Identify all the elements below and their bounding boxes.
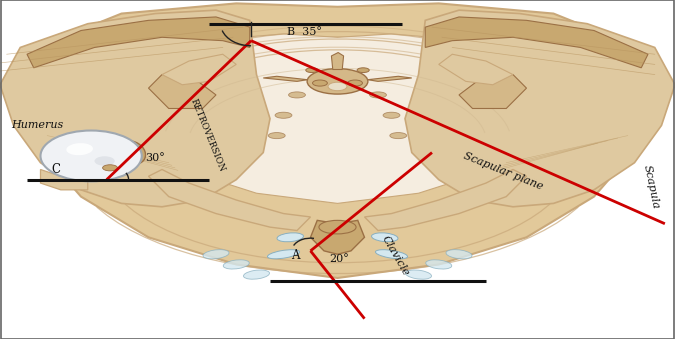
- Ellipse shape: [426, 260, 452, 269]
- Ellipse shape: [371, 233, 398, 242]
- Ellipse shape: [390, 133, 406, 139]
- Ellipse shape: [289, 92, 305, 98]
- Text: C: C: [51, 163, 61, 176]
- Polygon shape: [162, 54, 236, 85]
- Polygon shape: [331, 53, 344, 69]
- Polygon shape: [310, 220, 364, 254]
- Text: Scapular plane: Scapular plane: [462, 151, 544, 192]
- Polygon shape: [148, 170, 310, 231]
- Text: B  35°: B 35°: [287, 27, 322, 37]
- Polygon shape: [439, 54, 513, 85]
- Ellipse shape: [268, 133, 285, 139]
- Ellipse shape: [306, 68, 318, 73]
- Polygon shape: [459, 75, 526, 108]
- Polygon shape: [27, 3, 648, 278]
- Circle shape: [40, 131, 142, 181]
- Ellipse shape: [328, 82, 347, 91]
- Text: Clavicle: Clavicle: [379, 234, 410, 278]
- Ellipse shape: [267, 250, 300, 259]
- Polygon shape: [263, 76, 307, 81]
- Ellipse shape: [223, 260, 249, 269]
- Text: A: A: [292, 250, 300, 262]
- Ellipse shape: [244, 270, 269, 279]
- Ellipse shape: [313, 80, 327, 86]
- Polygon shape: [425, 17, 648, 68]
- Ellipse shape: [319, 220, 356, 234]
- Text: 20°: 20°: [329, 254, 349, 264]
- Text: RETROVERSION: RETROVERSION: [189, 98, 227, 174]
- Ellipse shape: [370, 92, 386, 98]
- Ellipse shape: [277, 233, 304, 242]
- Polygon shape: [364, 170, 526, 231]
- Ellipse shape: [375, 250, 408, 259]
- Ellipse shape: [275, 112, 292, 118]
- Ellipse shape: [117, 141, 146, 164]
- Polygon shape: [0, 10, 270, 207]
- Text: Scapula: Scapula: [642, 163, 661, 210]
- Polygon shape: [405, 10, 675, 207]
- Ellipse shape: [103, 165, 117, 171]
- Ellipse shape: [203, 250, 229, 259]
- Polygon shape: [368, 76, 412, 81]
- Ellipse shape: [66, 143, 93, 155]
- Ellipse shape: [307, 69, 368, 94]
- Ellipse shape: [446, 250, 472, 259]
- Ellipse shape: [348, 80, 362, 86]
- Ellipse shape: [383, 112, 400, 118]
- Polygon shape: [148, 75, 216, 108]
- Ellipse shape: [406, 270, 431, 279]
- Text: Humerus: Humerus: [11, 120, 63, 131]
- Polygon shape: [40, 170, 88, 190]
- Polygon shape: [122, 34, 554, 203]
- Text: 30°: 30°: [145, 153, 165, 163]
- Polygon shape: [27, 17, 250, 68]
- Ellipse shape: [95, 156, 115, 166]
- Ellipse shape: [357, 68, 369, 73]
